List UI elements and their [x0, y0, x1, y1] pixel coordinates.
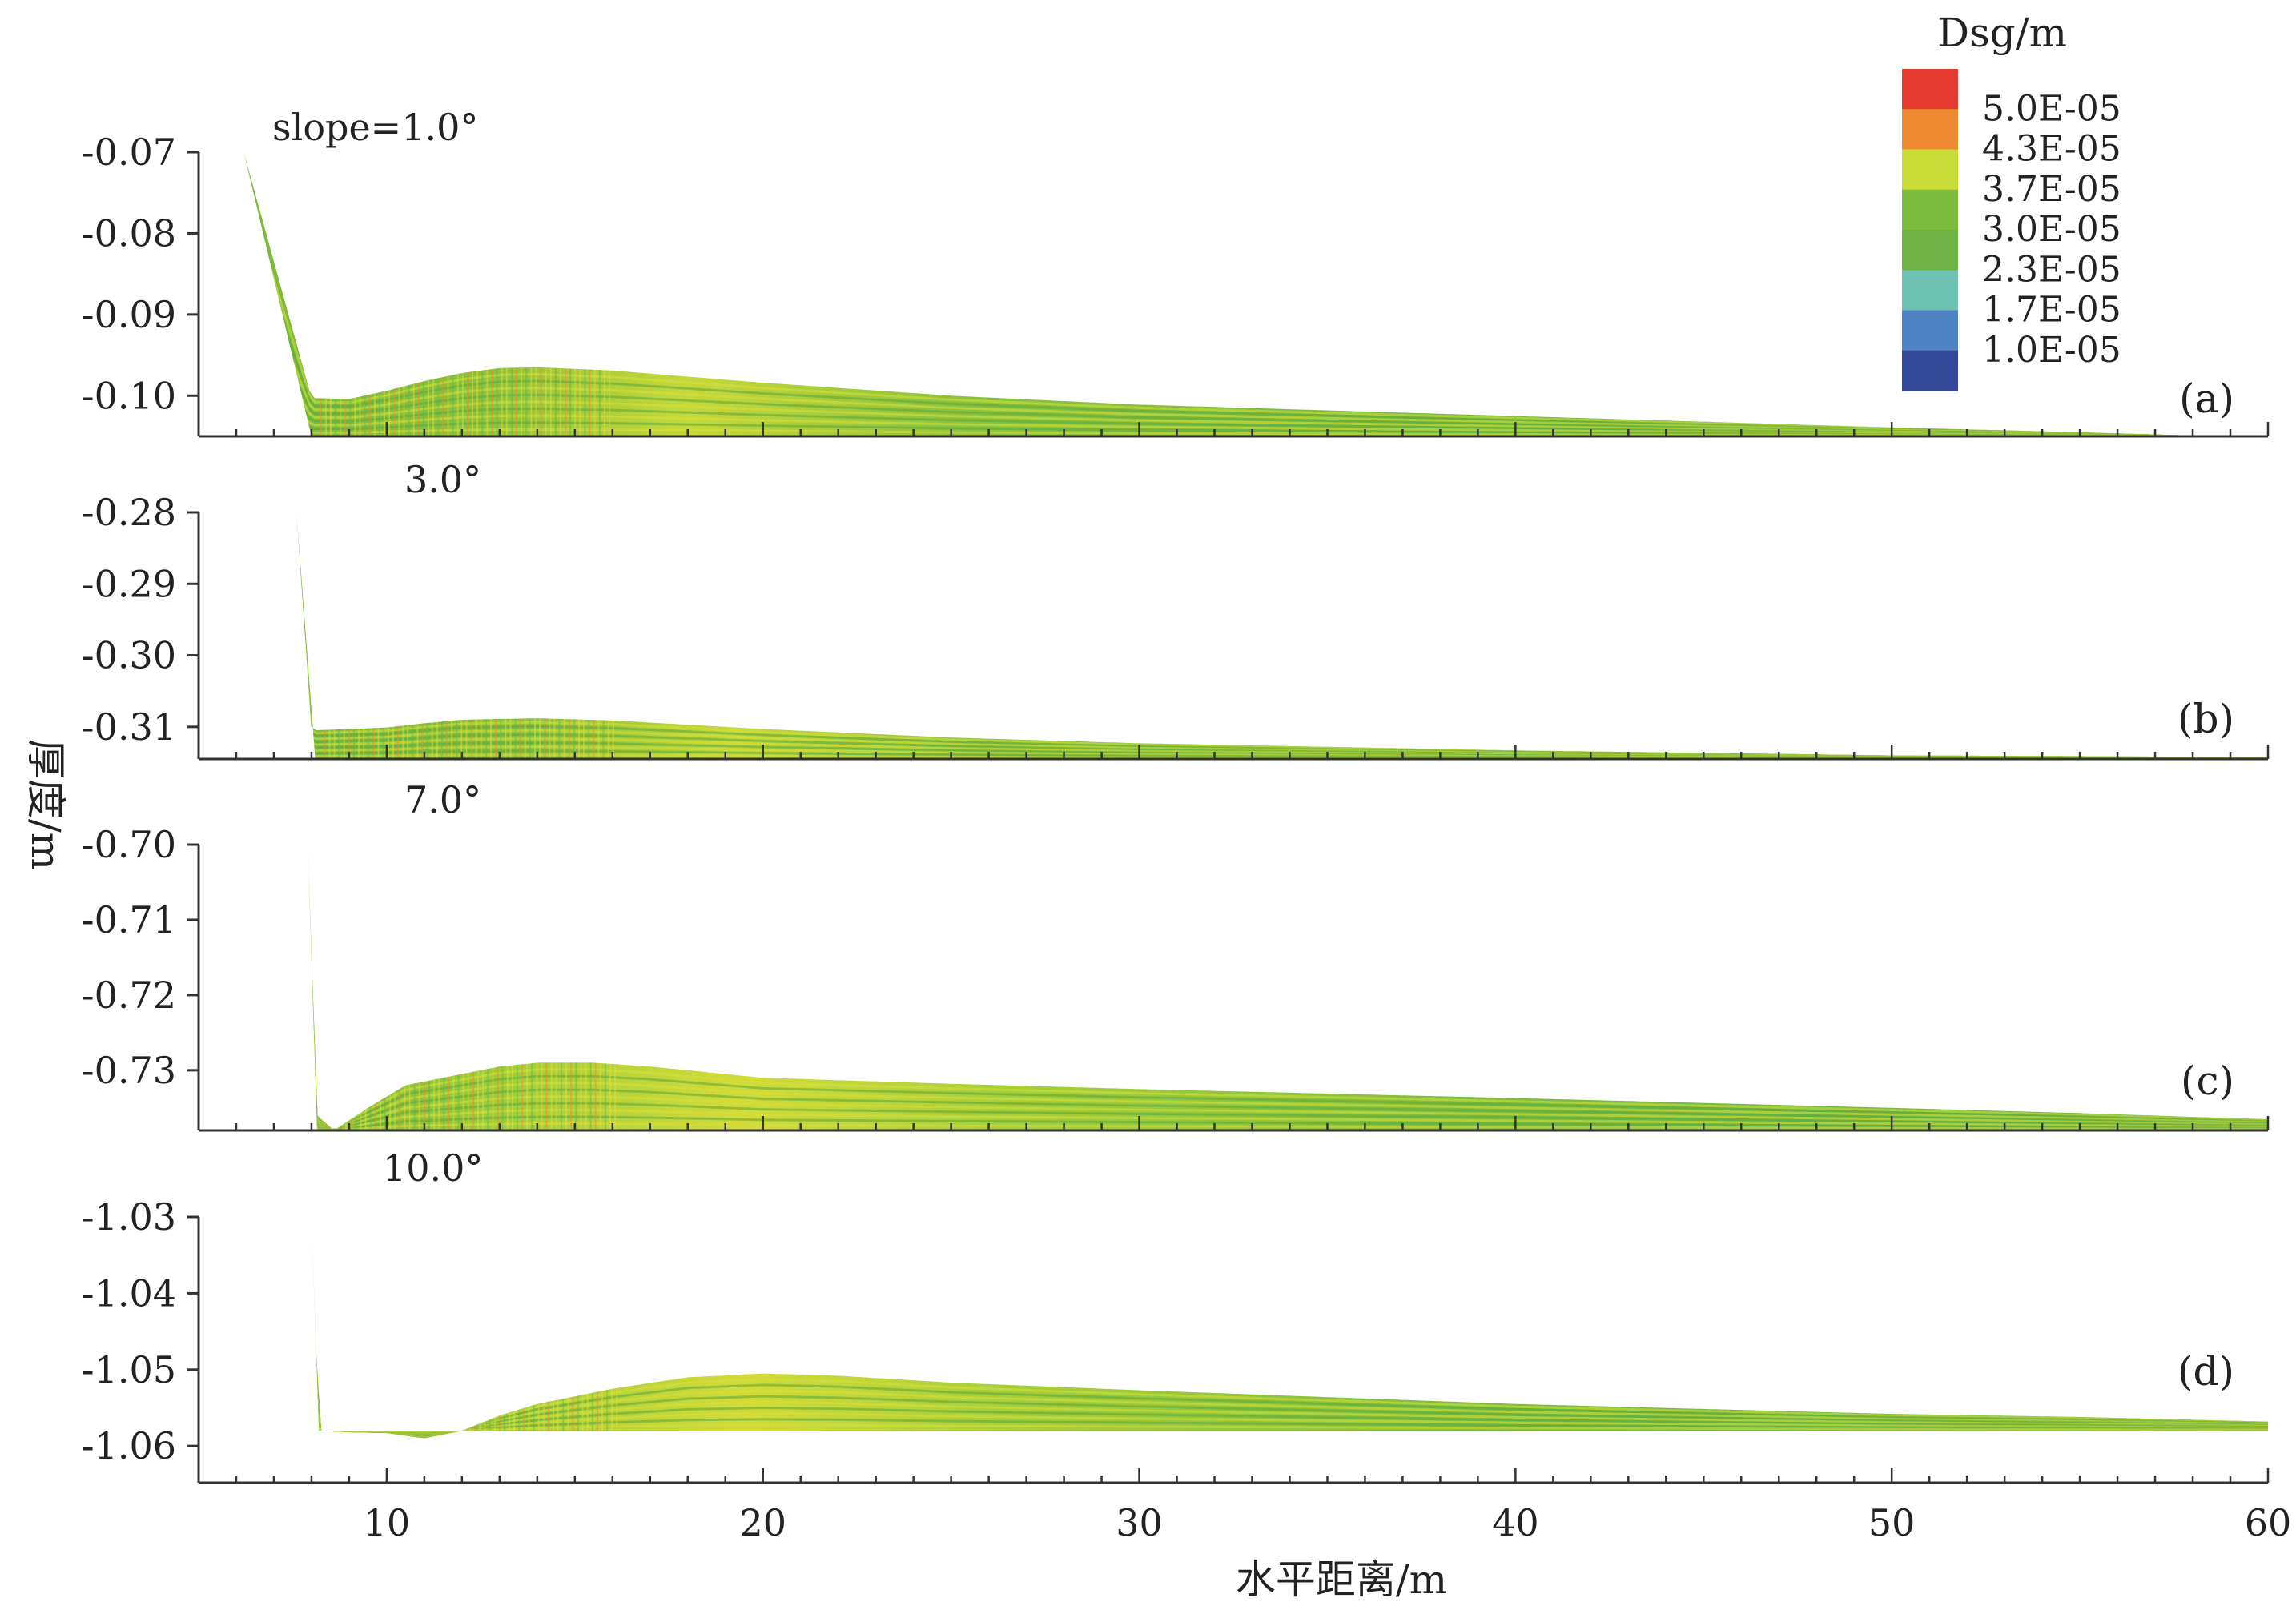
- legend-label: 1.7E-05: [1982, 290, 2121, 331]
- legend-swatch: [1902, 270, 1958, 311]
- y-tick-label: -0.28: [82, 491, 176, 534]
- y-tick-label: -0.31: [82, 705, 176, 749]
- panel-c: -0.70 -0.71 -0.72 -0.73 7.0° (c): [82, 778, 2270, 1132]
- sediment-body: [311, 1217, 2269, 1439]
- y-tick-label: -1.06: [82, 1424, 176, 1467]
- legend-label: 5.0E-05: [1982, 88, 2121, 129]
- y-tick-label: -0.72: [82, 974, 176, 1017]
- legend-swatch: [1902, 310, 1958, 351]
- panel-tag: (b): [2177, 696, 2234, 742]
- x-tick-label: 30: [1116, 1501, 1163, 1544]
- x-axis: 10 20 30 40 50 60: [364, 1501, 2292, 1544]
- legend-swatch: [1902, 109, 1958, 150]
- y-axis-title: 厚度/m: [22, 739, 69, 870]
- x-tick-label: 60: [2245, 1501, 2292, 1544]
- slope-label: 3.0°: [404, 458, 481, 501]
- legend-swatch: [1902, 189, 1958, 231]
- x-tick-label: 20: [739, 1501, 786, 1544]
- panel-b: -0.28 -0.29 -0.30 -0.31 3.0° (b): [82, 458, 2270, 761]
- slope-label: 7.0°: [404, 778, 481, 821]
- y-tick-label: -0.71: [82, 898, 176, 942]
- sediment-body: [308, 845, 2269, 1130]
- slope-label: 10.0°: [383, 1146, 483, 1190]
- legend-swatch: [1902, 69, 1958, 110]
- color-legend: Dsg/m 5.0E-054.3E-053.7E-053.0E-052.3E-0…: [1902, 10, 2121, 391]
- legend-label: 4.3E-05: [1982, 129, 2121, 170]
- panel-d: -1.03 -1.04 -1.05 -1.06 10.0° (d): [82, 1146, 2270, 1484]
- panel-tag: (c): [2181, 1058, 2234, 1104]
- legend-swatch: [1902, 230, 1958, 271]
- slope-label: slope=1.0°: [272, 106, 478, 149]
- legend-label: 2.3E-05: [1982, 249, 2121, 290]
- y-tick-label: -0.08: [82, 211, 176, 255]
- y-tick-label: -0.30: [82, 634, 176, 677]
- y-tick-label: -0.09: [82, 293, 176, 336]
- sediment-body: [296, 512, 2269, 759]
- y-tick-label: -1.05: [82, 1348, 176, 1391]
- legend-label: 1.0E-05: [1982, 330, 2121, 371]
- legend-swatch: [1902, 149, 1958, 191]
- x-tick-label: 50: [1868, 1501, 1916, 1544]
- x-axis-title: 水平距离/m: [1236, 1556, 1447, 1602]
- y-tick-label: -0.10: [82, 374, 176, 417]
- x-tick-label: 10: [364, 1501, 411, 1544]
- panel-tag: (a): [2179, 375, 2234, 422]
- x-tick-label: 40: [1492, 1501, 1539, 1544]
- legend-label: 3.0E-05: [1982, 209, 2121, 250]
- y-tick-label: -0.07: [82, 130, 176, 174]
- legend-label: 3.7E-05: [1982, 169, 2121, 210]
- layer-lines: [243, 152, 2269, 437]
- y-tick-label: -1.04: [82, 1271, 176, 1315]
- sediment-body: [243, 152, 2269, 437]
- y-tick-label: -0.70: [82, 823, 176, 866]
- legend-title: Dsg/m: [1937, 10, 2067, 56]
- y-tick-label: -0.73: [82, 1049, 176, 1092]
- legend-swatch: [1902, 350, 1958, 391]
- y-tick-label: -1.03: [82, 1195, 176, 1239]
- y-tick-label: -0.29: [82, 562, 176, 605]
- panel-tag: (d): [2177, 1348, 2234, 1395]
